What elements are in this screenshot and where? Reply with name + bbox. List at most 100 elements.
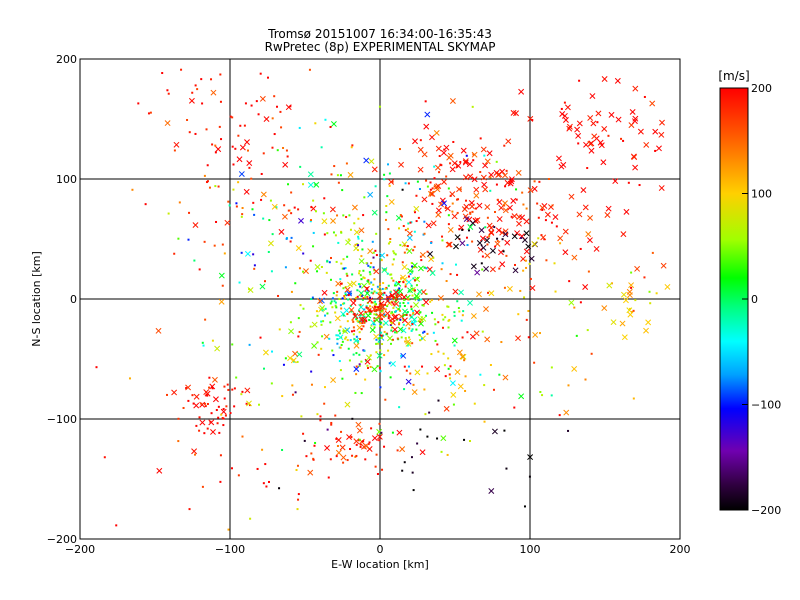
data-point-dot: [436, 343, 439, 346]
data-point-dot: [213, 244, 216, 247]
x-tick-label: 0: [377, 543, 384, 556]
data-point-dot: [363, 349, 366, 352]
data-point-dot: [441, 326, 444, 329]
data-point-dot: [444, 316, 447, 319]
data-point-dot: [310, 452, 313, 455]
data-point-dot: [188, 211, 191, 214]
data-point-cross: [447, 152, 454, 159]
data-point-dot: [361, 248, 364, 251]
data-point-dot: [525, 259, 528, 262]
data-point-dot: [395, 294, 398, 297]
data-point-cross: [583, 141, 589, 148]
data-point-dot: [454, 263, 457, 266]
data-point-cross: [376, 352, 383, 359]
data-point-dot: [411, 270, 414, 273]
data-point-dot: [456, 273, 459, 276]
data-point-cross: [631, 118, 638, 125]
data-point-dot: [359, 314, 362, 317]
data-point-dot: [324, 307, 327, 310]
data-point-cross: [345, 239, 352, 246]
data-point-dot: [342, 302, 345, 305]
data-point-dot: [422, 304, 425, 307]
data-point-dot: [397, 308, 400, 311]
data-point-dot: [418, 187, 421, 190]
data-point-cross: [314, 263, 321, 270]
colorbar-tick-label: 200: [751, 82, 772, 95]
data-point-cross: [600, 159, 607, 166]
data-point-dot: [423, 266, 426, 269]
data-point-cross: [590, 120, 597, 127]
data-point-dot: [214, 185, 217, 188]
data-point-dot: [374, 303, 377, 306]
data-point-cross: [399, 446, 406, 453]
data-point-dot: [316, 341, 319, 344]
data-point-dot: [359, 285, 362, 288]
data-point-dot: [355, 443, 358, 446]
data-point-dot: [495, 183, 498, 186]
data-point-dot: [377, 306, 380, 309]
colorbar: [m/s] 200 100 0 −100 −200: [718, 69, 781, 517]
data-point-dot: [395, 298, 398, 301]
data-point-dot: [271, 350, 274, 353]
data-point-dot: [310, 219, 313, 222]
data-point-dot: [262, 152, 265, 155]
data-point-cross: [421, 196, 428, 203]
data-point-dot: [373, 319, 376, 322]
data-point-cross: [620, 291, 627, 298]
data-point-dot: [400, 354, 403, 357]
data-point-cross: [203, 389, 210, 396]
data-point-dot: [380, 321, 383, 324]
data-point-dot: [550, 221, 553, 224]
data-point-dot: [228, 204, 231, 207]
data-point-cross: [171, 389, 178, 396]
data-point-dot: [250, 104, 253, 107]
data-point-dot: [489, 176, 492, 179]
data-point-dot: [429, 188, 432, 191]
data-point-cross: [358, 304, 365, 311]
data-point-dot: [540, 234, 543, 237]
data-point-dot: [222, 417, 225, 420]
data-point-cross: [352, 313, 359, 320]
data-point-cross: [437, 295, 444, 301]
data-point-dot: [420, 259, 423, 262]
data-point-dot: [321, 309, 324, 312]
data-point-dot: [398, 321, 401, 324]
data-point-cross: [413, 205, 420, 212]
data-point-cross: [476, 240, 483, 246]
data-point-dot: [375, 313, 378, 316]
data-point-cross: [585, 231, 592, 238]
data-point-cross: [527, 454, 534, 461]
data-point-cross: [458, 289, 464, 296]
data-point-dot: [500, 341, 503, 344]
data-point-cross: [319, 305, 326, 311]
data-point-dot: [364, 378, 367, 381]
data-point-cross: [423, 299, 430, 306]
data-point-cross: [278, 228, 285, 235]
data-point-cross: [450, 391, 457, 398]
data-point-dot: [368, 441, 371, 444]
data-point-dot: [341, 297, 344, 300]
data-point-dot: [381, 310, 384, 313]
data-point-dot: [445, 175, 448, 178]
data-point-dot: [538, 180, 541, 183]
data-point-dot: [380, 317, 383, 320]
data-point-dot: [528, 475, 531, 478]
data-point-dot: [323, 386, 326, 389]
data-point-dot: [523, 296, 526, 299]
data-point-dot: [515, 188, 518, 191]
data-point-dot: [211, 339, 214, 342]
data-point-dot: [214, 151, 217, 154]
data-point-dot: [333, 165, 336, 168]
data-point-cross: [390, 360, 396, 367]
data-point-dot: [412, 249, 415, 252]
data-point-dot: [308, 68, 311, 71]
data-point-dot: [302, 183, 305, 186]
data-point-dot: [248, 166, 251, 169]
data-point-dot: [237, 134, 240, 137]
data-point-dot: [415, 328, 418, 331]
data-point-cross: [502, 207, 509, 214]
data-point-cross: [335, 280, 342, 287]
data-point-dot: [369, 365, 372, 368]
data-point-cross: [460, 147, 467, 154]
y-tick-label: 0: [70, 293, 77, 306]
